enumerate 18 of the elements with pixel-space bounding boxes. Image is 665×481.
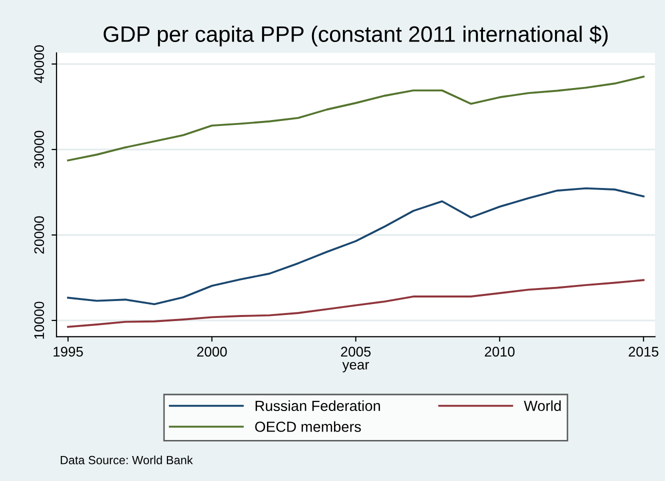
line-series [67, 187, 644, 306]
legend-label: OECD members [255, 421, 361, 432]
x-tick-label: 2015 [628, 346, 658, 357]
y-tick-label: 20000 [34, 216, 44, 254]
y-tick-label: 10000 [34, 302, 44, 339]
y-tick-label: 40000 [34, 45, 44, 84]
x-axis-title: year [342, 362, 370, 372]
legend-label: World [524, 400, 561, 412]
source-note: Data Source: World Bank [60, 456, 193, 464]
x-tick-label: 2010 [484, 346, 515, 357]
legend-label: Russian Federation [256, 400, 380, 412]
x-tick-label: 2005 [341, 346, 371, 357]
x-tick-label: 2000 [197, 346, 227, 357]
x-tick-label: 1995 [54, 346, 83, 357]
chart-title: GDP per capita PPP (constant 2011 international $) [104, 25, 608, 46]
y-tick-label: 30000 [34, 130, 44, 168]
line-series [67, 279, 644, 328]
line-series [67, 76, 644, 162]
